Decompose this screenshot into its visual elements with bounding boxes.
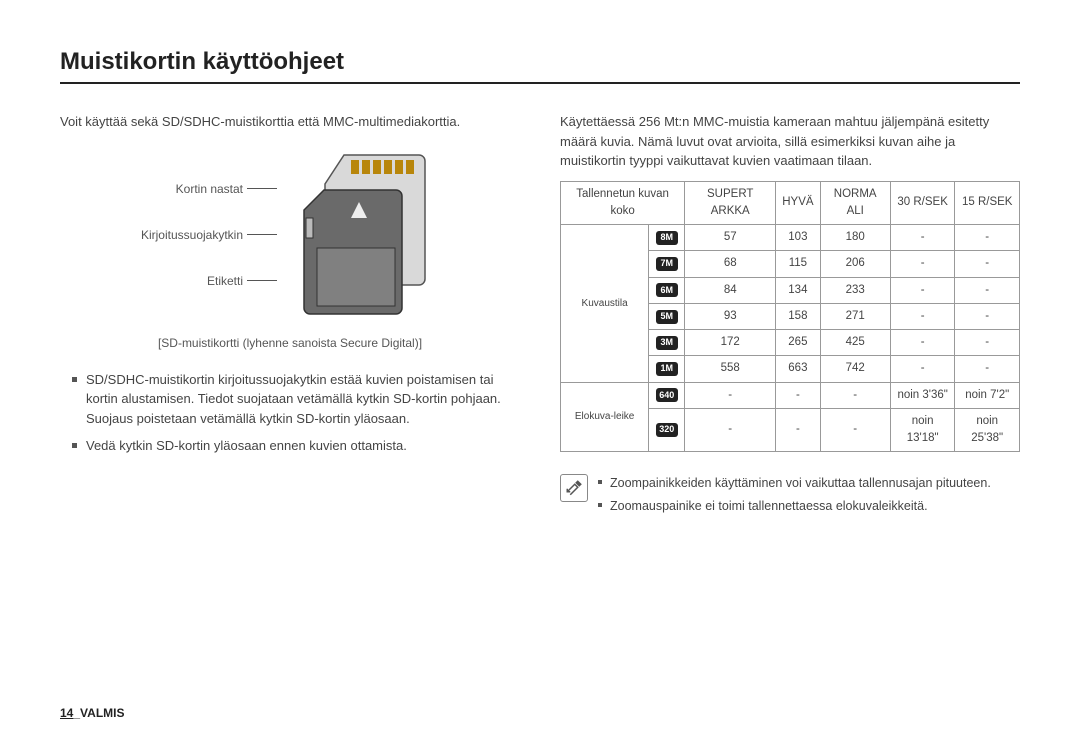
cell: 233 bbox=[820, 277, 890, 303]
size-badge: 8M bbox=[656, 231, 678, 245]
th-fine: HYVÄ bbox=[776, 181, 820, 225]
diagram-labels: Kortin nastat Kirjoitussuojakytkin Etike… bbox=[141, 180, 277, 290]
cell: noin 7'2" bbox=[955, 382, 1020, 408]
th-30r: 30 R/SEK bbox=[890, 181, 955, 225]
sd-card-icon bbox=[289, 150, 439, 320]
size-badge-cell: 640 bbox=[649, 382, 685, 408]
left-intro: Voit käyttää sekä SD/SDHC-muistikorttia … bbox=[60, 112, 520, 132]
th-15r: 15 R/SEK bbox=[955, 181, 1020, 225]
cell: - bbox=[955, 225, 1020, 251]
cell: 265 bbox=[776, 330, 820, 356]
size-badge-cell: 1M bbox=[649, 356, 685, 382]
capacity-table: Tallennetun kuvan koko SUPERT ARKKA HYVÄ… bbox=[560, 181, 1020, 453]
note-item: Zoompainikkeiden käyttäminen voi vaikutt… bbox=[598, 474, 991, 493]
cell: - bbox=[955, 356, 1020, 382]
size-badge: 640 bbox=[656, 388, 678, 402]
note-icon bbox=[560, 474, 588, 502]
cell: - bbox=[685, 382, 776, 408]
cell: - bbox=[890, 303, 955, 329]
size-badge: 6M bbox=[656, 283, 678, 297]
size-badge: 1M bbox=[656, 362, 678, 376]
cell: 742 bbox=[820, 356, 890, 382]
right-intro: Käytettäessä 256 Mt:n MMC-muistia kamera… bbox=[560, 112, 1020, 171]
page-title: Muistikortin käyttöohjeet bbox=[60, 48, 1020, 84]
cell: - bbox=[890, 251, 955, 277]
cell: - bbox=[955, 251, 1020, 277]
cell: 68 bbox=[685, 251, 776, 277]
cell: - bbox=[890, 356, 955, 382]
size-badge: 3M bbox=[656, 336, 678, 350]
cell: 57 bbox=[685, 225, 776, 251]
th-size: Tallennetun kuvan koko bbox=[561, 181, 685, 225]
sd-card-diagram: Kortin nastat Kirjoitussuojakytkin Etike… bbox=[60, 150, 520, 320]
cell: 663 bbox=[776, 356, 820, 382]
size-badge-cell: 6M bbox=[649, 277, 685, 303]
label-switch: Kirjoitussuojakytkin bbox=[141, 226, 243, 244]
cell: noin 13'18" bbox=[890, 408, 955, 452]
left-bullets: SD/SDHC-muistikortin kirjoitussuojakytki… bbox=[60, 370, 520, 456]
cell: - bbox=[955, 303, 1020, 329]
cell: 172 bbox=[685, 330, 776, 356]
cell: - bbox=[820, 408, 890, 452]
th-normal: NORMA ALI bbox=[820, 181, 890, 225]
row-group-still: Kuvaustila bbox=[561, 225, 649, 383]
cell: 425 bbox=[820, 330, 890, 356]
cell: - bbox=[776, 408, 820, 452]
cell: - bbox=[820, 382, 890, 408]
cell: 206 bbox=[820, 251, 890, 277]
two-column-layout: Voit käyttää sekä SD/SDHC-muistikorttia … bbox=[60, 112, 1020, 520]
bullet-item: SD/SDHC-muistikortin kirjoitussuojakytki… bbox=[72, 370, 520, 429]
page-number: 14 bbox=[60, 706, 73, 720]
cell: 84 bbox=[685, 277, 776, 303]
cell: 134 bbox=[776, 277, 820, 303]
note-box: Zoompainikkeiden käyttäminen voi vaikutt… bbox=[560, 474, 1020, 520]
page-footer: 14_VALMIS bbox=[60, 706, 125, 720]
size-badge-cell: 8M bbox=[649, 225, 685, 251]
cell: 271 bbox=[820, 303, 890, 329]
cell: 103 bbox=[776, 225, 820, 251]
section-name: VALMIS bbox=[80, 706, 124, 720]
table-body: Kuvaustila8M57103180--7M68115206--6M8413… bbox=[561, 225, 1020, 452]
table-row: Kuvaustila8M57103180-- bbox=[561, 225, 1020, 251]
cell: noin 25'38" bbox=[955, 408, 1020, 452]
cell: - bbox=[685, 408, 776, 452]
note-item: Zoomauspainike ei toimi tallennettaessa … bbox=[598, 497, 991, 516]
cell: 180 bbox=[820, 225, 890, 251]
cell: 158 bbox=[776, 303, 820, 329]
cell: - bbox=[955, 330, 1020, 356]
cell: - bbox=[955, 277, 1020, 303]
cell: noin 3'36" bbox=[890, 382, 955, 408]
cell: - bbox=[776, 382, 820, 408]
cell: 115 bbox=[776, 251, 820, 277]
size-badge: 5M bbox=[656, 310, 678, 324]
size-badge: 320 bbox=[656, 423, 678, 437]
label-pins: Kortin nastat bbox=[176, 180, 243, 198]
note-list: Zoompainikkeiden käyttäminen voi vaikutt… bbox=[598, 474, 991, 520]
size-badge-cell: 320 bbox=[649, 408, 685, 452]
size-badge-cell: 7M bbox=[649, 251, 685, 277]
left-column: Voit käyttää sekä SD/SDHC-muistikorttia … bbox=[60, 112, 520, 520]
right-column: Käytettäessä 256 Mt:n MMC-muistia kamera… bbox=[560, 112, 1020, 520]
size-badge-cell: 3M bbox=[649, 330, 685, 356]
cell: 93 bbox=[685, 303, 776, 329]
label-sticker: Etiketti bbox=[207, 272, 243, 290]
cell: 558 bbox=[685, 356, 776, 382]
cell: - bbox=[890, 225, 955, 251]
size-badge: 7M bbox=[656, 257, 678, 271]
bullet-item: Vedä kytkin SD-kortin yläosaan ennen kuv… bbox=[72, 436, 520, 456]
diagram-caption: [SD-muistikortti (lyhenne sanoista Secur… bbox=[60, 334, 520, 352]
cell: - bbox=[890, 330, 955, 356]
table-row: Elokuva-leike640---noin 3'36"noin 7'2" bbox=[561, 382, 1020, 408]
th-superfine: SUPERT ARKKA bbox=[685, 181, 776, 225]
size-badge-cell: 5M bbox=[649, 303, 685, 329]
cell: - bbox=[890, 277, 955, 303]
row-group-movie: Elokuva-leike bbox=[561, 382, 649, 452]
